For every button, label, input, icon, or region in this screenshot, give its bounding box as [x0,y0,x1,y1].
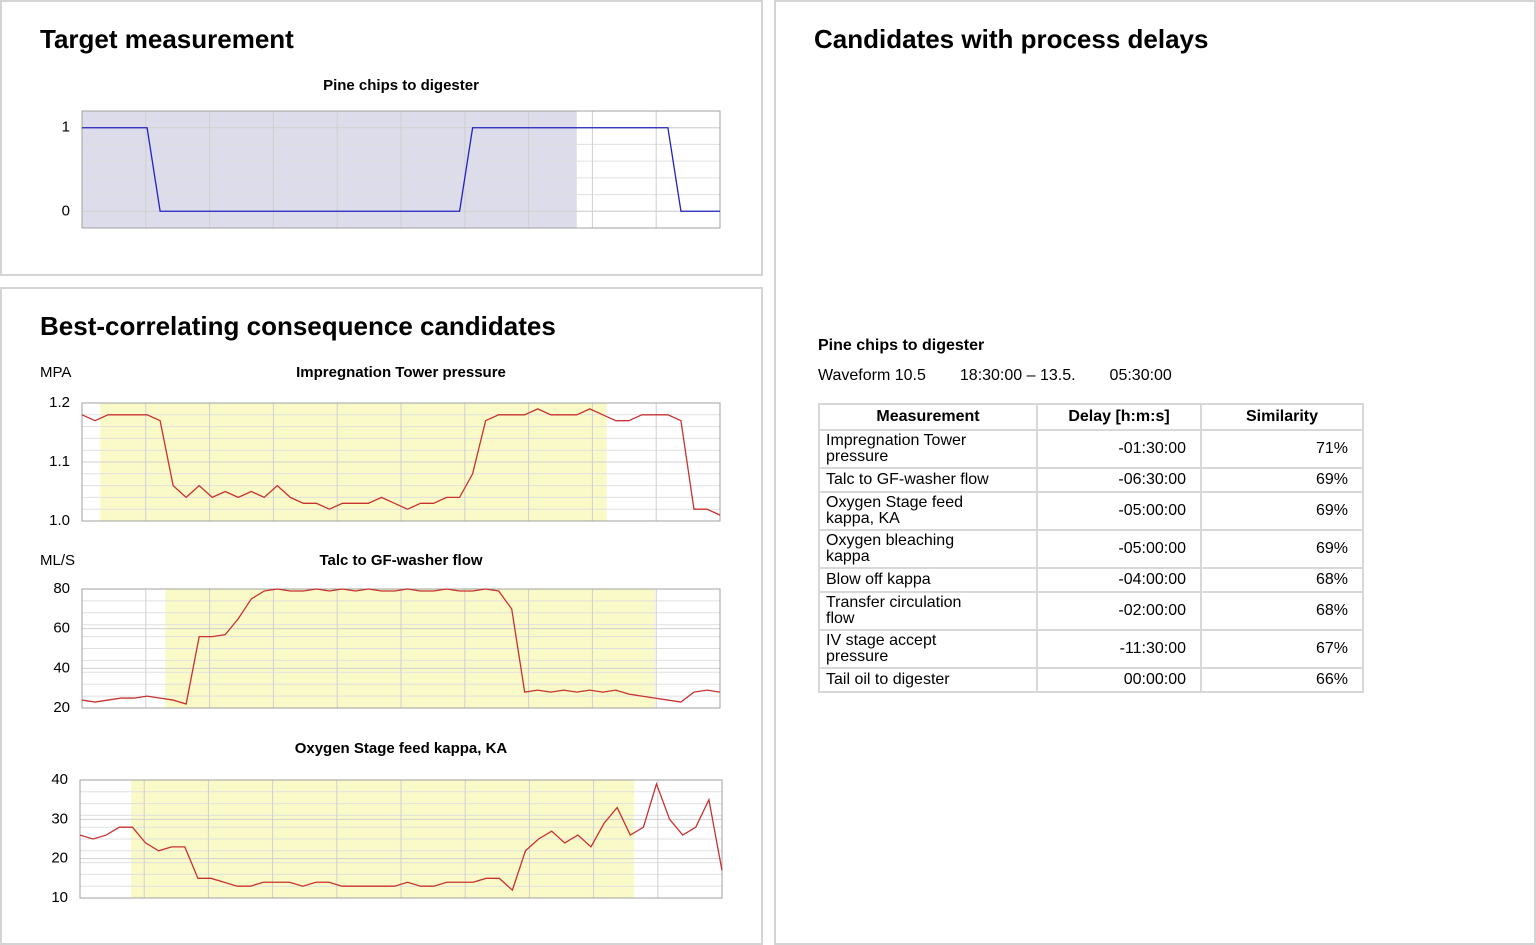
y-tick-label: 40 [53,659,70,676]
target-panel [0,0,763,276]
series-line [81,588,721,705]
header-row: Measurement Delay [h:m:s] Similarity [818,403,1364,431]
cell: 69% [1200,491,1364,531]
candidates-panel [0,287,763,945]
plot-border [81,402,721,522]
y-tick-label: 1.2 [49,394,70,411]
table-row: Blow off kappa -04:00:00 68% [818,567,1364,593]
cell: Talc to GF-washer flow [818,467,1038,493]
measurement-name: Oxygen Stage feed kappa, KA [826,494,963,527]
y-tick-label: 40 [51,771,68,788]
cell: Oxygen bleaching kappa [818,529,1038,569]
waveform: Waveform 10.5 18:30:00 – 13.5. 05:30:00 [818,367,1206,385]
y-tick-label: 60 [53,620,70,637]
table-row: Oxygen bleaching kappa -05:00:00 69% [818,529,1364,569]
column-header: Measurement [818,403,1038,431]
cell: 69% [1200,467,1364,493]
unit-label: MPA [40,364,71,381]
y-tick-label: 30 [51,810,68,827]
panel-title: Best-correlating consequence candidates [40,311,556,341]
cell: -11:30:00 [1036,629,1202,669]
measurement-name: Oxygen bleaching kappa [826,532,955,565]
cell: Blow off kappa [818,567,1038,593]
plot-border [81,588,721,709]
cell: 66% [1200,667,1364,693]
measurement-name: Transfer circulation flow [826,594,962,627]
cell: 67% [1200,629,1364,669]
chart-title: Talc to GF-washer flow [319,552,482,569]
cell: Oxygen Stage feed kappa, KA [818,491,1038,531]
plot-border [81,110,721,229]
cell: 71% [1200,429,1364,469]
table-row: Tail oil to digester 00:00:00 66% [818,667,1364,693]
panel-title: Target measurement [40,24,294,54]
cell: Impregnation Tower pressure [818,429,1038,469]
measurement-name: Blow off kappa [826,571,931,588]
y-tick-label: 80 [53,580,70,597]
plot-border [79,779,723,899]
y-tick-label: 20 [51,850,68,867]
cell: 69% [1200,529,1364,569]
cell: IV stage accept pressure [818,629,1038,669]
y-tick-label: 20 [53,699,70,716]
waveform-end: 05:30:00 [1109,367,1172,384]
unit-label: ML/S [40,552,75,569]
chart-title: Oxygen Stage feed kappa, KA [295,740,508,757]
chart-title: Impregnation Tower pressure [296,364,506,381]
cell: -05:00:00 [1036,491,1202,531]
y-tick-label: 1 [62,119,70,136]
waveform-label: Waveform 10.5 [818,367,926,384]
cell: -01:30:00 [1036,429,1202,469]
panel-title: Candidates with process delays [814,24,1209,54]
series-line [79,781,723,892]
table-row: IV stage accept pressure -11:30:00 67% [818,629,1364,669]
cell: Tail oil to digester [818,667,1038,693]
waveform-start: 18:30:00 – 13.5. [959,367,1076,384]
cell: -05:00:00 [1036,529,1202,569]
table-row: Impregnation Tower pressure -01:30:00 71% [818,429,1364,469]
cell: -02:00:00 [1036,591,1202,631]
cell: 68% [1200,567,1364,593]
highlight-region [82,111,577,228]
chart-title: Pine chips to digester [323,77,479,94]
cell: 00:00:00 [1036,667,1202,693]
table-row: Transfer circulation flow -02:00:00 68% [818,591,1364,631]
cell: 68% [1200,591,1364,631]
y-tick-label: 0 [62,202,70,219]
table-row: Oxygen Stage feed kappa, KA -05:00:00 69% [818,491,1364,531]
column-header: Similarity [1200,403,1364,431]
y-tick-label: 1.0 [49,512,70,529]
series-line [81,408,721,516]
cell: Transfer circulation flow [818,591,1038,631]
target-name: Pine chips to digester [818,337,985,354]
delays-panel [774,0,1536,945]
delay-table: Measurement Delay [h:m:s] Similarity Impre… [818,403,1364,693]
measurement-name: Talc to GF-washer flow [826,471,989,488]
series-line [82,127,720,212]
y-tick-label: 10 [51,889,68,906]
cell: -06:30:00 [1036,467,1202,493]
cell: -04:00:00 [1036,567,1202,593]
measurement-name: IV stage accept pressure [826,632,937,665]
measurement-name: Tail oil to digester [826,671,950,688]
table-row: Talc to GF-washer flow -06:30:00 69% [818,467,1364,493]
column-header: Delay [h:m:s] [1036,403,1202,431]
measurement-name: Impregnation Tower pressure [826,432,967,465]
y-tick-label: 1.1 [49,453,70,470]
